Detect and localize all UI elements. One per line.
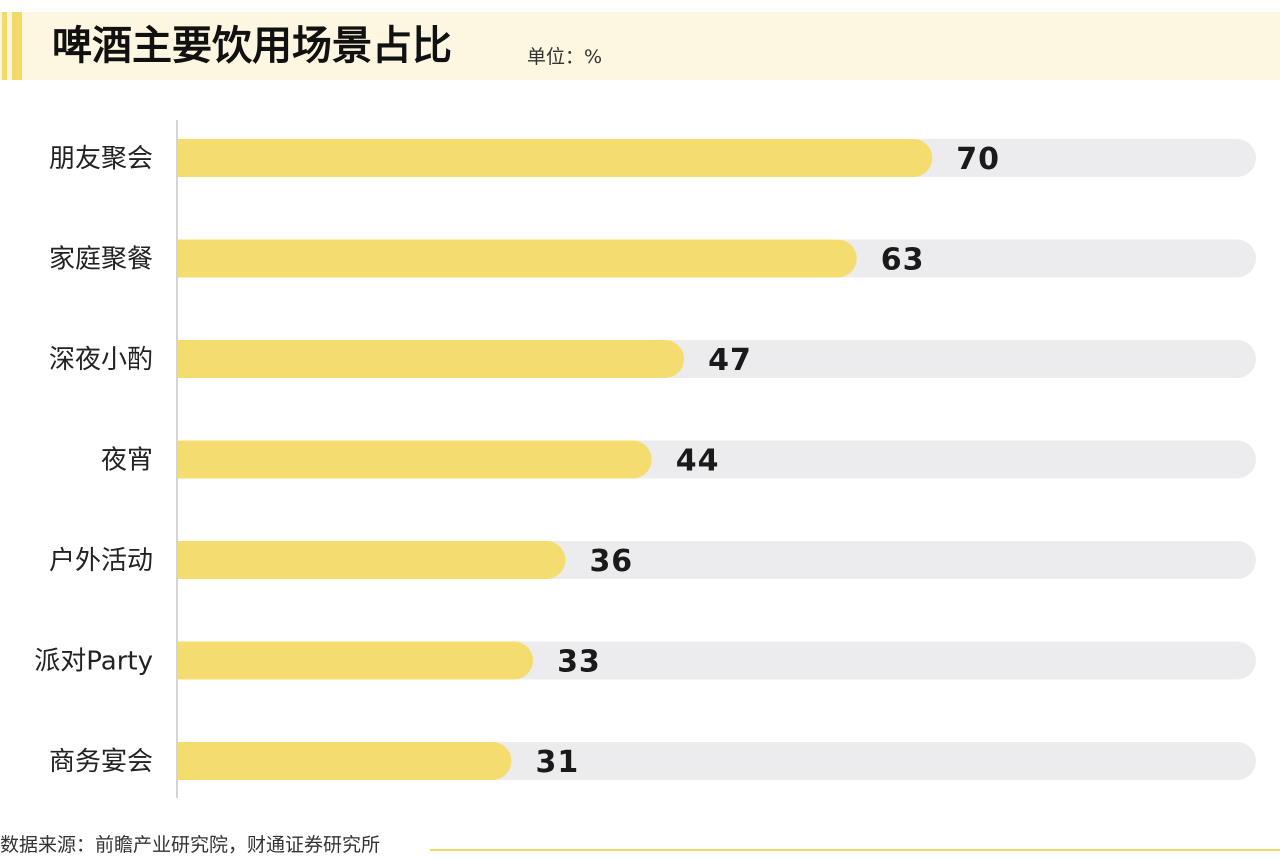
bar-left-mask — [158, 640, 177, 681]
bar-left-mask — [158, 540, 177, 580]
value-label: 47 — [708, 343, 752, 378]
category-label: 家庭聚餐 — [49, 245, 153, 275]
bar-left-mask — [158, 238, 177, 279]
value-label: 31 — [535, 745, 579, 780]
bar — [158, 139, 933, 177]
bar — [158, 239, 857, 278]
category-label: 派对Party — [34, 647, 153, 677]
bar-left-mask — [158, 339, 177, 379]
value-label: 63 — [881, 243, 925, 278]
unit-label: 单位：% — [527, 46, 603, 68]
category-label: 朋友聚会 — [49, 144, 153, 174]
value-label: 36 — [589, 544, 633, 579]
bar — [158, 742, 512, 780]
value-label: 33 — [557, 645, 601, 680]
bar — [158, 641, 534, 680]
title-accent-bar — [12, 12, 22, 80]
bar-left-mask — [158, 138, 177, 178]
title-accent-bar — [2, 12, 7, 80]
category-label: 深夜小酌 — [49, 345, 153, 375]
bar-left-mask — [158, 439, 177, 480]
value-label: 44 — [676, 444, 720, 479]
bar — [158, 340, 685, 378]
category-label: 户外活动 — [49, 546, 153, 576]
title-band — [0, 12, 1280, 80]
bar-left-mask — [158, 741, 177, 781]
source-note: 数据来源：前瞻产业研究院，财通证券研究所 — [0, 832, 393, 858]
category-label: 商务宴会 — [49, 747, 153, 777]
category-label: 夜宵 — [101, 446, 153, 476]
bar — [158, 440, 652, 479]
chart-title: 啤酒主要饮用场景占比 — [52, 23, 452, 69]
source-rule — [430, 849, 1280, 851]
value-label: 70 — [956, 142, 1000, 177]
bar — [158, 541, 566, 579]
